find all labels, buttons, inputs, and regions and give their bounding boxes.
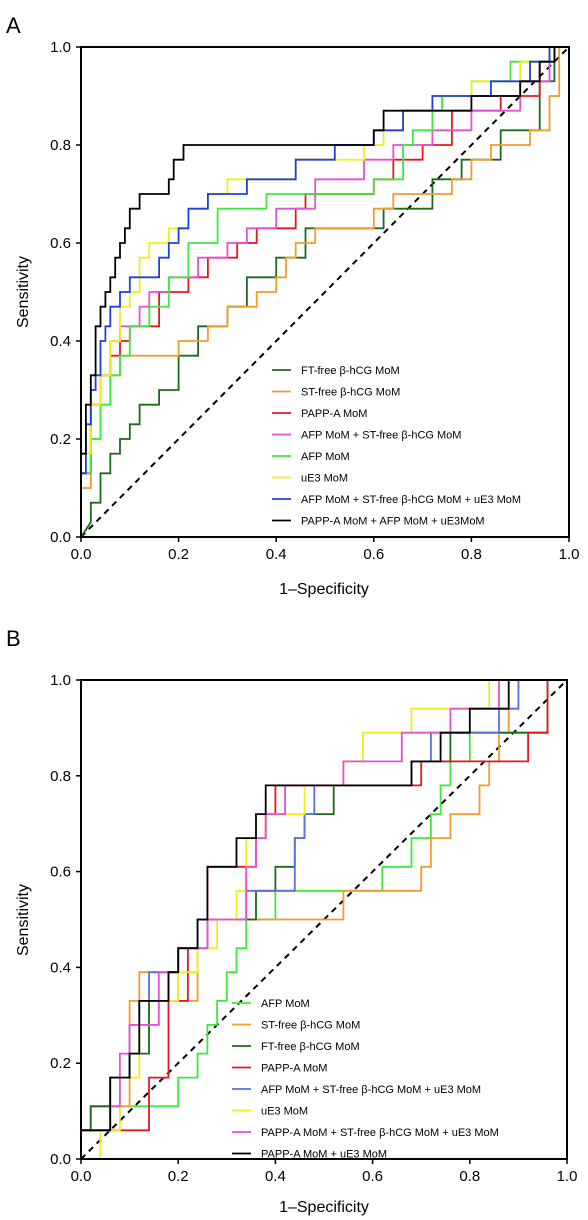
- panel-b-legend-label-0: AFP MoM: [261, 998, 310, 1010]
- panel-a-y-tick-label: 0.0: [50, 529, 71, 546]
- panel-a-legend-label-7: PAPP-A MoM + AFP MoM + uE3MoM: [301, 516, 485, 528]
- panel-b-letter: B: [6, 626, 21, 651]
- panel-a-legend-label-2: PAPP-A MoM: [301, 408, 367, 420]
- panel-b-legend-label-1: ST-free β-hCG MoM: [261, 1020, 360, 1032]
- panel-a-x-tick-label: 0.4: [266, 546, 287, 563]
- panel-b-x-tick-label: 0.8: [459, 1168, 480, 1185]
- panel-a-legend-label-4: AFP MoM: [301, 451, 350, 463]
- panel-a-y-tick-label: 0.6: [50, 235, 71, 252]
- panel-a-series-line-6: [80, 46, 569, 537]
- panel-b-y-tick-label: 0.2: [50, 1055, 71, 1072]
- panel-b-legend-label-7: PAPP-A MoM + uE3 MoM: [261, 1149, 387, 1161]
- panel-a-y-tick-label: 0.4: [50, 333, 71, 350]
- panel-a-legend-label-5: uE3 MoM: [301, 473, 348, 485]
- panel-b-series-line-7: [80, 679, 567, 1159]
- panel-b-y-tick-label: 0.8: [50, 768, 71, 785]
- panel-a-legend: FT-free β-hCG MoM ST-free β-hCG MoM PAPP-A…: [272, 365, 521, 528]
- panel-b-x-tick-label: 0.0: [71, 1168, 92, 1185]
- panel-a: A 1–Specificity Sensitivity 0.00.0 0.2 0.2…: [6, 13, 579, 598]
- panel-b-legend-label-4: AFP MoM + ST-free β-hCG MoM + uE3 MoM: [261, 1084, 481, 1096]
- panel-a-series-line-7: [80, 46, 569, 537]
- panel-a-x-tick-label: 0.8: [461, 546, 482, 563]
- panel-a-letter: A: [6, 13, 21, 38]
- panel-b-series-line-6: [80, 679, 567, 1159]
- panel-a-x-tick-label: 0.2: [168, 546, 189, 563]
- panel-a-x-tick-label: 1.0: [559, 546, 580, 563]
- panel-a-y-tick-label: 1.0: [50, 39, 71, 56]
- panel-b-y-tick-label: 1.0: [50, 672, 71, 689]
- panel-a-legend-label-3: AFP MoM + ST-free β-hCG MoM: [301, 430, 461, 442]
- panel-a-plot-frame: [80, 46, 570, 538]
- panel-b-y-tick-label: 0.4: [50, 959, 71, 976]
- panel-a-legend-label-1: ST-free β-hCG MoM: [301, 387, 400, 399]
- panel-a-x-tick-label: 0.0: [71, 546, 92, 563]
- panel-b-legend-label-3: PAPP-A MoM: [261, 1063, 327, 1075]
- panel-b-legend-label-5: uE3 MoM: [261, 1106, 308, 1118]
- panel-b-x-tick-label: 0.2: [168, 1168, 189, 1185]
- panel-a-y-tick-label: 0.8: [50, 137, 71, 154]
- panel-b-x-tick-label: 0.4: [265, 1168, 286, 1185]
- panel-b-series-line-1: [80, 679, 567, 1159]
- panel-b-legend-label-6: PAPP-A MoM + ST-free β-hCG MoM + uE3 MoM: [261, 1127, 499, 1139]
- panel-b-x-axis-title: 1–Specificity: [279, 1199, 369, 1216]
- panel-b-plot-frame: [80, 679, 568, 1160]
- panel-b-y-tick-label: 0.6: [50, 864, 71, 881]
- panel-b-series-line-5: [81, 679, 567, 1160]
- panel-b-legend: AFP MoM ST-free β-hCG MoM FT-free β-hCG Mo…: [232, 998, 499, 1161]
- panel-a-legend-label-6: AFP MoM + ST-free β-hCG MoM + uE3 MoM: [301, 494, 521, 506]
- panel-a-reference-diagonal: [80, 46, 570, 538]
- panel-a-x-tick-label: 0.6: [363, 546, 384, 563]
- panel-a-y-tick-label: 0.2: [50, 431, 71, 448]
- panel-a-x-axis-title: 1–Specificity: [279, 581, 369, 598]
- panel-b-legend-label-2: FT-free β-hCG MoM: [261, 1041, 360, 1053]
- panel-b-x-tick-label: 0.6: [362, 1168, 383, 1185]
- panel-a-legend-label-0: FT-free β-hCG MoM: [301, 365, 400, 377]
- panel-b-y-tick-label: 0.0: [50, 1151, 71, 1168]
- panel-b-y-axis-title: Sensitivity: [15, 884, 32, 956]
- panel-a-y-axis-title: Sensitivity: [15, 256, 32, 328]
- panel-b-x-tick-label: 1.0: [557, 1168, 578, 1185]
- panel-b: B 1–Specificity Sensitivity 0.00.0 0.2 0.2…: [6, 626, 577, 1216]
